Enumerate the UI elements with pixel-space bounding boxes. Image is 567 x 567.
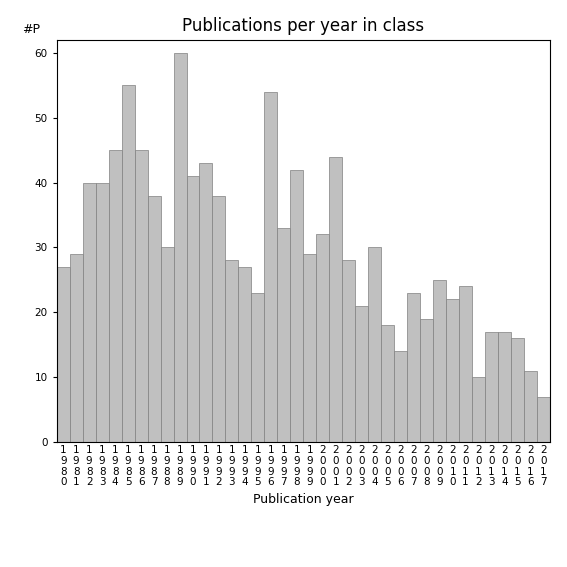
Bar [109, 150, 121, 442]
Bar [147, 196, 160, 442]
Bar [174, 53, 187, 442]
Bar [368, 247, 381, 442]
Bar [226, 260, 239, 442]
Bar [524, 371, 537, 442]
Bar [420, 319, 433, 442]
Bar [472, 377, 485, 442]
Bar [121, 85, 134, 442]
Bar [303, 254, 316, 442]
Bar [356, 306, 368, 442]
Bar [342, 260, 356, 442]
Bar [446, 299, 459, 442]
Bar [511, 338, 524, 442]
Bar [485, 332, 498, 442]
Bar [459, 286, 472, 442]
Title: Publications per year in class: Publications per year in class [182, 18, 425, 35]
Bar [537, 397, 550, 442]
Bar [290, 170, 303, 442]
Bar [316, 235, 329, 442]
Bar [200, 163, 213, 442]
Bar [134, 150, 147, 442]
Bar [83, 183, 96, 442]
Bar [239, 267, 251, 442]
Bar [394, 352, 407, 442]
Bar [381, 325, 394, 442]
Bar [160, 247, 174, 442]
Text: #P: #P [22, 23, 40, 36]
X-axis label: Publication year: Publication year [253, 493, 354, 506]
Bar [251, 293, 264, 442]
Bar [277, 228, 290, 442]
Bar [329, 156, 342, 442]
Bar [96, 183, 109, 442]
Bar [70, 254, 83, 442]
Bar [213, 196, 226, 442]
Bar [57, 267, 70, 442]
Bar [407, 293, 420, 442]
Bar [264, 92, 277, 442]
Bar [433, 280, 446, 442]
Bar [498, 332, 511, 442]
Bar [187, 176, 200, 442]
